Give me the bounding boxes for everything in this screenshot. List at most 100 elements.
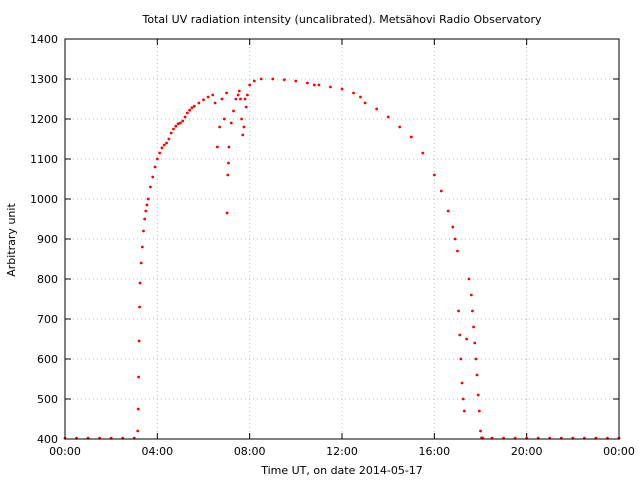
data-point: [459, 357, 463, 361]
data-points: [63, 77, 621, 440]
data-point: [236, 93, 240, 97]
data-point: [153, 165, 157, 169]
data-point: [312, 83, 316, 87]
data-point: [229, 121, 233, 125]
x-tick-label: 00:00: [603, 445, 635, 458]
data-point: [462, 409, 466, 413]
data-point: [179, 121, 182, 125]
data-point: [398, 125, 402, 129]
data-point: [220, 97, 224, 101]
data-point: [472, 325, 475, 329]
x-tick-label: 12:00: [326, 445, 358, 458]
plot-area-frame: [64, 38, 620, 440]
data-point: [460, 381, 464, 385]
data-point: [469, 293, 473, 297]
data-point: [155, 157, 159, 161]
data-point: [409, 135, 413, 139]
x-tick-label: 20:00: [511, 445, 543, 458]
data-point: [143, 217, 147, 221]
data-point: [137, 339, 141, 343]
data-point: [259, 77, 263, 81]
data-point: [172, 127, 175, 131]
y-tick-label: 700: [37, 313, 58, 326]
data-point: [439, 189, 443, 193]
data-point: [142, 229, 145, 233]
data-point: [474, 357, 478, 361]
y-tick-label: 1100: [30, 153, 58, 166]
data-point: [232, 109, 235, 113]
data-point: [185, 111, 189, 115]
data-point: [215, 145, 219, 149]
data-point: [137, 375, 141, 379]
data-point: [218, 125, 222, 129]
y-tick-label: 500: [37, 393, 58, 406]
data-point: [165, 141, 168, 145]
data-point: [477, 409, 481, 413]
data-point: [190, 106, 194, 110]
x-tick-label: 04:00: [141, 445, 173, 458]
data-point: [359, 95, 362, 99]
data-point: [176, 122, 180, 126]
data-point: [139, 261, 143, 265]
data-point: [174, 124, 178, 128]
data-point: [363, 101, 367, 105]
data-point: [340, 87, 344, 91]
data-point: [162, 143, 166, 147]
data-point: [352, 91, 355, 95]
chart-title: Total UV radiation intensity (uncalibrat…: [142, 13, 542, 26]
data-point: [167, 137, 171, 141]
y-tick-label: 1000: [30, 193, 58, 206]
data-point: [144, 209, 148, 213]
data-point: [211, 93, 215, 97]
data-point: [473, 341, 477, 345]
data-point: [183, 115, 187, 119]
x-tick-label: 00:00: [49, 445, 81, 458]
data-point: [421, 151, 425, 155]
data-point: [432, 173, 436, 177]
data-point: [476, 393, 480, 397]
data-point: [138, 305, 141, 309]
y-tick-label: 400: [37, 433, 58, 446]
data-point: [243, 97, 247, 101]
data-point: [136, 407, 140, 411]
data-point: [213, 101, 217, 105]
y-tick-label: 900: [37, 233, 58, 246]
data-point: [457, 309, 460, 313]
x-tick-label: 08:00: [234, 445, 266, 458]
data-point: [244, 105, 248, 109]
data-point: [151, 175, 155, 179]
x-tick-label: 16:00: [418, 445, 450, 458]
data-point: [465, 337, 469, 341]
data-point: [149, 185, 152, 189]
data-point: [146, 197, 150, 201]
data-point: [282, 78, 286, 82]
data-point: [294, 79, 298, 83]
grid-lines: [65, 39, 619, 439]
data-point: [458, 333, 462, 337]
y-axis-label: Arbitrary unit: [5, 203, 18, 277]
data-point: [461, 397, 465, 401]
data-point: [188, 108, 192, 112]
data-point: [158, 151, 162, 155]
y-tick-label: 1300: [30, 73, 58, 86]
data-point: [242, 125, 246, 129]
y-tick-label: 600: [37, 353, 58, 366]
data-point: [245, 93, 249, 97]
data-point: [225, 211, 229, 215]
data-point: [446, 209, 450, 213]
data-point: [222, 117, 226, 121]
y-tick-label: 800: [37, 273, 58, 286]
axis-ticks: 00:00 04:00 08:00 12:00 16:00 20:00 00:0040050…: [30, 33, 635, 458]
data-point: [471, 309, 474, 313]
data-point: [240, 117, 243, 121]
data-point: [234, 97, 238, 101]
data-point: [386, 115, 390, 119]
data-point: [467, 277, 471, 281]
data-point: [305, 81, 309, 85]
data-point: [136, 429, 140, 433]
data-point: [138, 281, 142, 285]
data-point: [329, 85, 332, 89]
data-point: [197, 101, 201, 105]
data-point: [252, 79, 256, 83]
